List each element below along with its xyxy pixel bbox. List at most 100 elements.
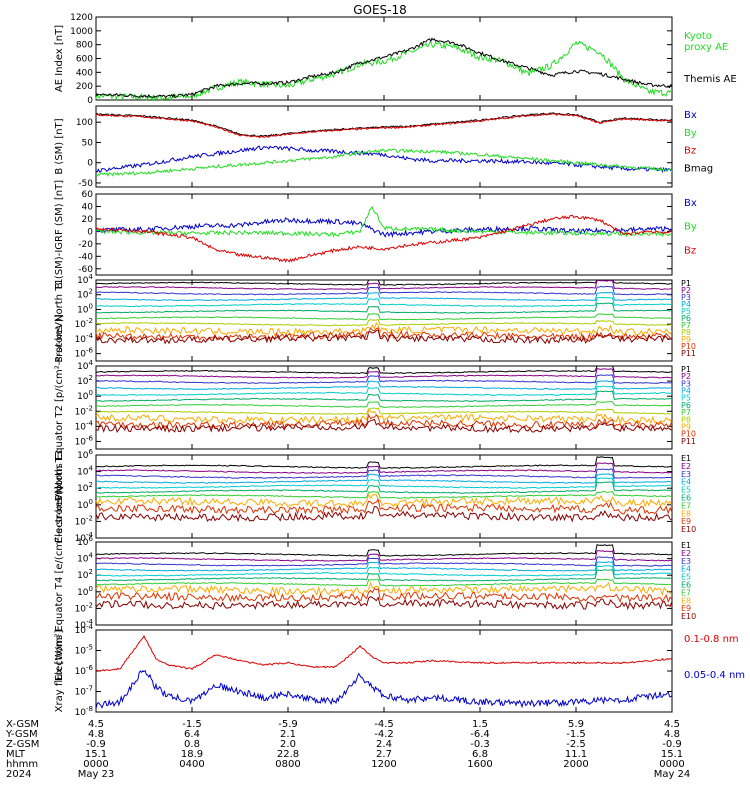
xaxis-column-value: -5.9 — [278, 719, 298, 730]
panel-8-series-0-1-0-8-nm — [95, 634, 673, 672]
panel-4-ytick-label: 102 — [77, 288, 93, 301]
panel-7-channel-e7 — [95, 578, 673, 587]
panel-5-channel-p5 — [95, 385, 673, 396]
panel-2-series-bz — [95, 112, 672, 138]
panel-5-legend-p4: P4 — [681, 387, 691, 396]
panel-6-ytick-label: 10-2 — [75, 514, 93, 527]
panel-8-ytick-label: 10-7 — [75, 685, 93, 698]
panel-4-channel-p9 — [95, 322, 673, 336]
xaxis-column-value: 15.1 — [661, 749, 683, 760]
panel-5-ytick-label: 10-4 — [75, 419, 94, 432]
panel-1-ytick-label: 1000 — [70, 27, 93, 37]
panel-6-frame — [95, 454, 673, 539]
panel-6-ytick-label: 102 — [77, 481, 93, 494]
panel-6-legend-e10: E10 — [681, 525, 696, 534]
panel-6-legend-e9: E9 — [681, 517, 691, 526]
xaxis-column-value: -4.2 — [374, 729, 394, 740]
panel-7-legend-e10: E10 — [681, 612, 696, 621]
panel-5-legend-p2: P2 — [681, 372, 691, 381]
xaxis-column-value: 0800 — [275, 759, 300, 770]
panel-1-legend-item: proxy AE — [684, 42, 728, 53]
panel-4-channel-p3 — [95, 285, 673, 296]
panel-3-series-bz — [95, 214, 673, 263]
panel-4-legend-p5: P5 — [681, 307, 691, 316]
panel-5-channel-p8 — [95, 407, 673, 415]
xaxis-column-value: 22.8 — [277, 749, 299, 760]
xaxis-column-value: 4.5 — [664, 719, 680, 730]
panel-1-ytick-label: 0 — [87, 96, 93, 106]
panel-2-ylabel: B (SM) [nT] — [54, 118, 65, 174]
panel-8-ytick-label: 10-6 — [75, 664, 94, 677]
panel-7-legend-e3: E3 — [681, 557, 691, 566]
xaxis-column-value: 4.8 — [88, 729, 104, 740]
panel-3-ytick-label: -40 — [78, 252, 93, 262]
xaxis-column-value: -4.5 — [374, 719, 394, 730]
panel-6-channel-e7 — [95, 490, 673, 499]
panel-7-legend-e1: E1 — [681, 541, 691, 550]
panel-5-channel-p7 — [95, 401, 673, 409]
panel-2-legend-item: Bmag — [684, 163, 713, 174]
panel-4-channel-p8 — [95, 318, 673, 327]
panel-4-channel-p5 — [95, 296, 673, 308]
panel-5-channel-p6 — [95, 390, 673, 402]
panel-4-channel-p1 — [95, 279, 673, 286]
panel-1-ytick-label: 800 — [76, 41, 93, 51]
panel-5-channel-p1 — [95, 365, 673, 375]
xaxis-row-label: hhmm — [6, 759, 38, 770]
panel-6-legend-e6: E6 — [681, 494, 691, 503]
xaxis-column-value: 4.8 — [664, 729, 680, 740]
panel-6-channel-e5 — [96, 477, 673, 489]
panel-7-legend-e7: E7 — [681, 588, 691, 597]
panel-4-legend-p9: P9 — [681, 335, 691, 344]
panel-5-ytick-label: 10-6 — [75, 434, 94, 447]
panel-6-ytick-label: 106 — [77, 448, 93, 461]
panel-7-ylabel: Electrons Equator T4 [e/(cm²-s-sr-keV)] — [54, 486, 65, 681]
panel-3-legend-item: Bx — [684, 198, 697, 209]
panel-3-ytick-label: 0 — [87, 227, 93, 237]
panel-8-ylabel: Xray flux [W/m²] — [54, 630, 65, 713]
panel-4-ytick-label: 104 — [77, 273, 93, 286]
panel-3-ytick-label: -60 — [78, 265, 93, 275]
xaxis-column-value: 2.7 — [376, 749, 392, 760]
panel-6-channel-e2 — [95, 462, 672, 474]
panel-4-channel-p6 — [95, 302, 673, 314]
panel-4-channel-p7 — [96, 313, 673, 321]
xaxis-column-value: 6.8 — [472, 749, 488, 760]
panel-4-ytick-label: 10-4 — [75, 332, 94, 345]
panel-4-legend-p1: P1 — [681, 279, 691, 288]
panel-7-channel-e10 — [95, 595, 673, 611]
panel-8-legend-item: 0.05-0.4 nm — [684, 670, 745, 681]
panel-1-ytick-label: 200 — [76, 82, 93, 92]
xaxis-column-value: 6.4 — [184, 729, 200, 740]
panel-4-legend-p8: P8 — [681, 328, 691, 337]
panel-7-channel-e9 — [95, 587, 673, 604]
xaxis-column-value: 11.1 — [565, 749, 587, 760]
panel-2-series-bmag — [95, 112, 673, 138]
panel-5-legend-p11: P11 — [681, 437, 696, 446]
panel-6-legend-e2: E2 — [681, 462, 691, 471]
xaxis-column-value: 1600 — [467, 759, 492, 770]
panel-1-series-themis-ae — [95, 37, 673, 99]
panel-4-legend-p7: P7 — [681, 321, 691, 330]
panel-6-legend-e1: E1 — [681, 454, 691, 463]
panel-4-channel-p11 — [95, 329, 673, 345]
panel-6-ytick-label: 10-4 — [75, 531, 94, 544]
panel-7-ytick-label: 10-4 — [75, 618, 94, 631]
panel-6-ylabel: Electrons North T3 — [54, 450, 65, 543]
panel-5-legend-p9: P9 — [681, 422, 691, 431]
panel-4-channel-p4 — [95, 291, 673, 302]
panel-6-ytick-label: 104 — [77, 465, 93, 478]
panel-7-legend-e6: E6 — [681, 581, 691, 590]
panel-5-channel-p2 — [95, 368, 673, 379]
xaxis-column-value: 5.9 — [568, 719, 584, 730]
panel-4-legend-p3: P3 — [681, 293, 691, 302]
panel-2-ytick-label: -50 — [78, 179, 93, 189]
panel-4-channel-p10 — [95, 327, 673, 342]
xaxis-column-value: -1.5 — [182, 719, 202, 730]
xaxis-column-value: 1.5 — [472, 719, 488, 730]
panel-7-ytick-label: 106 — [77, 535, 93, 548]
panel-1-ytick-label: 1200 — [70, 13, 93, 23]
panel-4-channel-p2 — [95, 279, 672, 291]
panel-7-channel-e6 — [95, 569, 672, 582]
panel-4-ytick-label: 100 — [77, 302, 93, 315]
